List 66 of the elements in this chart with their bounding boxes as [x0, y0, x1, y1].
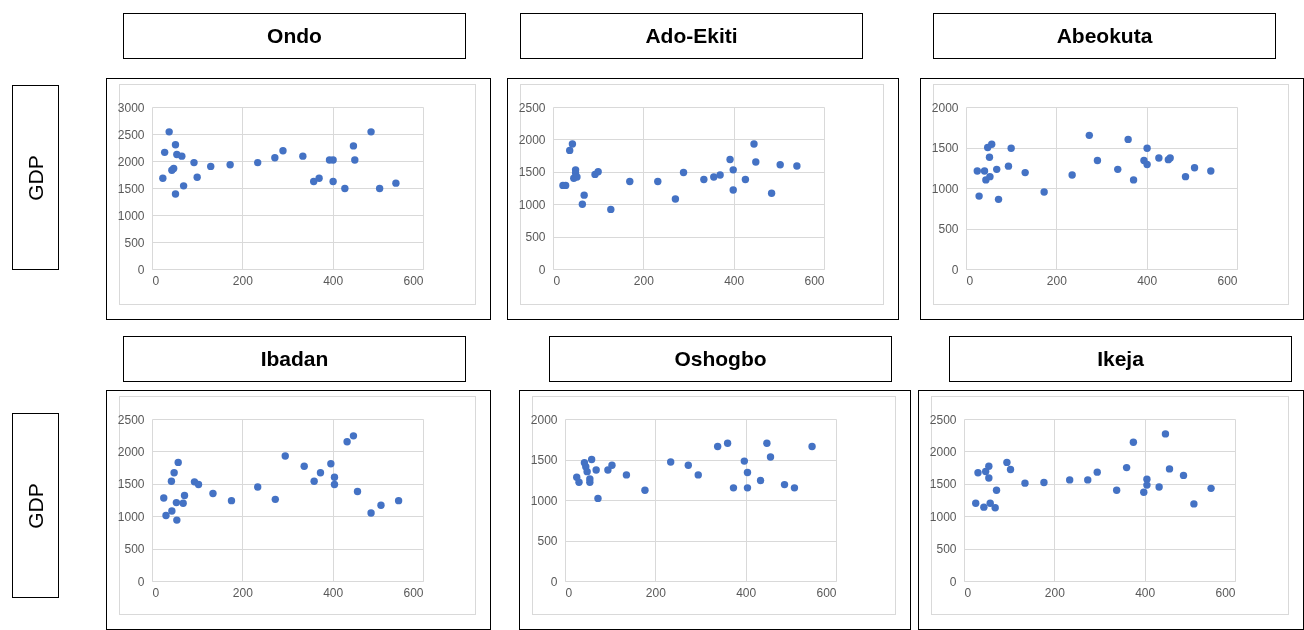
y-tick-label: 1500 — [117, 181, 145, 196]
y-tick-label: 2000 — [117, 154, 145, 169]
y-tick-label: 1500 — [931, 141, 959, 155]
x-tick-label: 400 — [1137, 273, 1158, 288]
y-tick-label: 1000 — [117, 208, 145, 223]
y-tick-label: 1000 — [929, 509, 957, 524]
y-tick-label: 500 — [537, 534, 558, 548]
x-tick-label: 200 — [1046, 273, 1068, 288]
x-tick-label: 0 — [964, 585, 972, 600]
y-tick-label: 1500 — [117, 477, 145, 492]
chart-title: Ikeja — [949, 336, 1292, 382]
y-tick-label: 1500 — [530, 453, 558, 467]
x-tick-label: 400 — [1135, 585, 1156, 600]
y-tick-label: 2000 — [518, 132, 546, 147]
x-tick-label: 0 — [966, 273, 974, 288]
y-tick-label: 0 — [538, 262, 546, 277]
x-tick-label: 400 — [736, 585, 757, 600]
y-axis-title: GDP — [23, 154, 48, 201]
x-tick-label: 600 — [403, 585, 424, 600]
y-tick-label: 500 — [938, 222, 959, 236]
y-axis-title: GDP — [23, 482, 48, 529]
x-tick-label: 200 — [232, 585, 254, 600]
y-tick-label: 2500 — [518, 100, 546, 115]
y-tick-label: 0 — [951, 262, 959, 277]
x-tick-label: 600 — [1215, 585, 1236, 600]
x-tick-label: 200 — [1044, 585, 1066, 600]
x-tick-label: 0 — [565, 585, 573, 600]
y-tick-label: 500 — [124, 235, 145, 250]
x-tick-label: 600 — [403, 273, 424, 288]
x-tick-label: 400 — [323, 273, 344, 288]
chart-title: Ondo — [123, 13, 466, 59]
y-tick-label: 3000 — [117, 100, 145, 115]
y-tick-label: 0 — [137, 262, 145, 277]
y-tick-label: 2500 — [117, 412, 145, 427]
y-tick-label: 1500 — [929, 477, 957, 492]
x-tick-label: 0 — [152, 585, 160, 600]
y-tick-label: 0 — [550, 574, 558, 589]
y-tick-label: 1000 — [518, 197, 546, 212]
x-tick-label: 600 — [804, 273, 825, 288]
y-tick-label: 2000 — [117, 444, 145, 459]
y-tick-label: 500 — [525, 230, 546, 245]
x-tick-label: 200 — [645, 585, 667, 600]
chart-title: Ibadan — [123, 336, 466, 382]
y-tick-label: 1000 — [530, 493, 558, 508]
chart-title: Abeokuta — [933, 13, 1276, 59]
y-tick-label: 1000 — [117, 509, 145, 524]
y-tick-label: 2000 — [530, 412, 558, 427]
x-tick-label: 400 — [323, 585, 344, 600]
chart-title: Ado-Ekiti — [520, 13, 863, 59]
x-tick-label: 200 — [232, 273, 254, 288]
y-tick-label: 0 — [949, 574, 957, 589]
x-tick-label: 0 — [152, 273, 160, 288]
chart-title: Oshogbo — [549, 336, 892, 382]
y-tick-label: 2500 — [929, 412, 957, 427]
x-tick-label: 200 — [633, 273, 655, 288]
y-tick-label: 2000 — [929, 444, 957, 459]
x-tick-label: 600 — [816, 585, 837, 600]
y-tick-label: 2000 — [931, 100, 959, 115]
y-tick-label: 0 — [137, 574, 145, 589]
x-tick-label: 600 — [1217, 273, 1238, 288]
y-tick-label: 1500 — [518, 165, 546, 180]
y-tick-label: 2500 — [117, 127, 145, 142]
y-tick-label: 500 — [124, 542, 145, 557]
x-tick-label: 400 — [724, 273, 745, 288]
y-tick-label: 1000 — [931, 181, 959, 196]
y-tick-label: 500 — [936, 542, 957, 557]
